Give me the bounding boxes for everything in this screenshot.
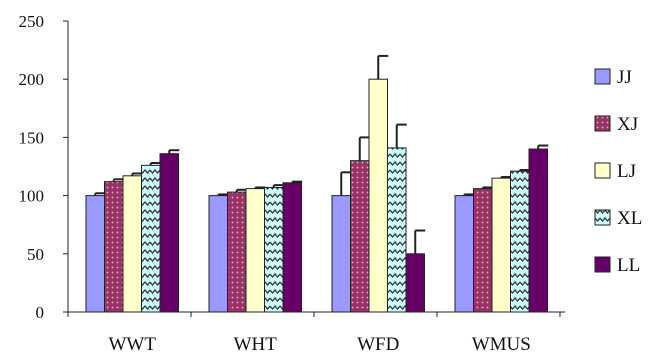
legend-label-xj: XJ	[617, 114, 638, 135]
bar-xj-wht	[227, 191, 247, 313]
x-category-label: WMUS	[472, 334, 531, 355]
x-category-label: WHT	[234, 334, 278, 355]
bar-jj-wmus	[454, 195, 474, 313]
x-category-label: WFD	[357, 334, 399, 355]
bar-xj-wfd	[350, 160, 370, 313]
legend-label-jj: JJ	[617, 67, 632, 88]
bar-xl-wht	[264, 186, 284, 313]
bar-lj-wmus	[491, 177, 511, 313]
bar-lj-wwt	[122, 175, 142, 313]
bar-xl-wwt	[141, 164, 161, 313]
y-tick-label: 0	[36, 303, 45, 322]
legend-swatch-xl	[594, 209, 611, 226]
bar-lj-wfd	[368, 78, 388, 313]
plot-area: 0 50 100 150 200 250 WWT WHT WFD WMUS	[19, 12, 565, 355]
legend-swatch-ll	[594, 256, 611, 273]
bar-xl-wfd	[387, 147, 407, 313]
bar-jj-wwt	[85, 195, 105, 313]
bar-ll-wfd	[405, 253, 425, 313]
legend-swatch-jj	[594, 68, 611, 85]
y-tick-label: 250	[19, 12, 45, 31]
bar-xl-wmus	[510, 170, 530, 313]
y-tick-label: 100	[19, 187, 45, 206]
legend-label-xl: XL	[617, 208, 642, 229]
bar-ll-wwt	[159, 153, 179, 313]
bar-xj-wmus	[473, 188, 493, 313]
y-tick-label: 200	[19, 70, 45, 89]
legend-label-ll: LL	[617, 255, 640, 276]
y-tick-label: 50	[27, 245, 44, 264]
legend-swatch-lj	[594, 162, 611, 179]
legend: JJ XJ LJ XL LL	[594, 67, 642, 276]
bar-ll-wht	[282, 182, 302, 313]
y-tick-label: 150	[19, 128, 45, 147]
legend-swatch-xj	[594, 115, 611, 132]
legend-label-lj: LJ	[617, 161, 636, 182]
bar-xj-wwt	[104, 181, 124, 313]
bar-ll-wmus	[528, 148, 548, 313]
x-category-label: WWT	[109, 334, 157, 355]
bar-jj-wfd	[331, 195, 351, 313]
bar-jj-wht	[208, 195, 228, 313]
bar-lj-wht	[245, 188, 265, 313]
